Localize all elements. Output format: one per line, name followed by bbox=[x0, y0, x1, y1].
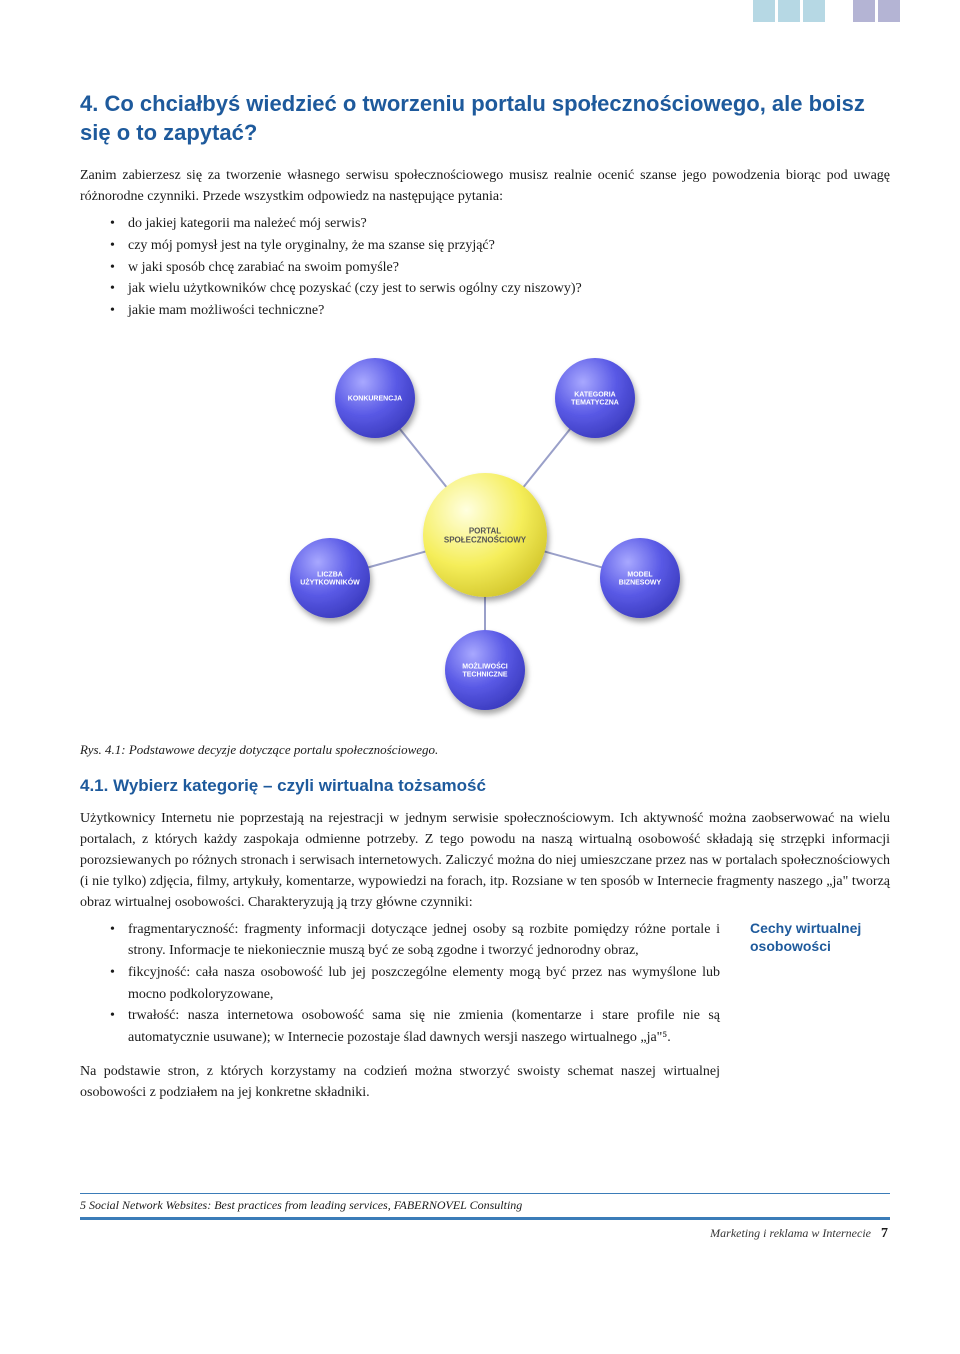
page-content: 4. Co chciałbyś wiedzieć o tworzeniu por… bbox=[0, 0, 960, 1272]
svg-text:KATEGORIATEMATYCZNA: KATEGORIATEMATYCZNA bbox=[571, 391, 619, 406]
list-item: do jakiej kategorii ma należeć mój serwi… bbox=[110, 213, 890, 235]
footnote-rule bbox=[80, 1193, 890, 1194]
list-item: jakie mam możliwości techniczne? bbox=[110, 300, 890, 322]
closing-paragraph: Na podstawie stron, z których korzystamy… bbox=[80, 1061, 720, 1103]
intro-paragraph: Zanim zabierzesz się za tworzenie własne… bbox=[80, 165, 890, 207]
bullets-with-margin-note: Cechy wirtualnej osobowości fragmentaryc… bbox=[80, 919, 890, 1049]
page-number: 7 bbox=[881, 1226, 888, 1242]
network-diagram-svg: KONKURENCJAKATEGORIATEMATYCZNAMODELBIZNE… bbox=[245, 340, 725, 720]
list-item: fragmentaryczność: fragmenty informacji … bbox=[110, 919, 720, 962]
main-column: fragmentaryczność: fragmenty informacji … bbox=[80, 919, 720, 1049]
list-item: trwałość: nasza internetowa osobowość sa… bbox=[110, 1005, 720, 1048]
margin-note: Cechy wirtualnej osobowości bbox=[750, 919, 900, 955]
footer-title: Marketing i reklama w Internecie bbox=[710, 1226, 871, 1241]
feature-list: fragmentaryczność: fragmenty informacji … bbox=[80, 919, 720, 1049]
list-item: w jaki sposób chcę zarabiać na swoim pom… bbox=[110, 257, 890, 279]
subsection-heading: 4.1. Wybierz kategorię – czyli wirtualna… bbox=[80, 776, 890, 796]
list-item: jak wielu użytkowników chcę pozyskać (cz… bbox=[110, 278, 890, 300]
svg-text:MOŻLIWOŚCITECHNICZNE: MOŻLIWOŚCITECHNICZNE bbox=[462, 661, 508, 678]
footnote-text: 5 Social Network Websites: Best practice… bbox=[80, 1198, 890, 1213]
concept-diagram: KONKURENCJAKATEGORIATEMATYCZNAMODELBIZNE… bbox=[80, 340, 890, 720]
figure-caption: Rys. 4.1: Podstawowe decyzje dotyczące p… bbox=[80, 742, 890, 758]
svg-text:KONKURENCJA: KONKURENCJA bbox=[348, 395, 402, 402]
question-list: do jakiej kategorii ma należeć mój serwi… bbox=[80, 213, 890, 321]
list-item: fikcyjność: cała nasza osobowość lub jej… bbox=[110, 962, 720, 1005]
list-item: czy mój pomysł jest na tyle oryginalny, … bbox=[110, 235, 890, 257]
page-footer: Marketing i reklama w Internecie 7 bbox=[80, 1220, 890, 1242]
section-heading: 4. Co chciałbyś wiedzieć o tworzeniu por… bbox=[80, 90, 890, 147]
body-paragraph: Użytkownicy Internetu nie poprzestają na… bbox=[80, 808, 890, 913]
